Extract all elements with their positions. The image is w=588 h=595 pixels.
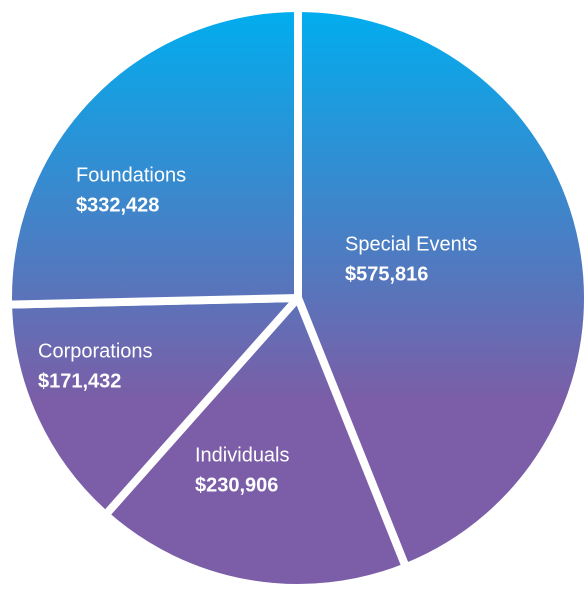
slice-value: $230,906: [195, 474, 278, 496]
slice-label: Corporations: [38, 340, 153, 362]
slice-label: Special Events: [345, 233, 477, 255]
slice-label: Individuals: [195, 444, 290, 466]
pie-slice: [101, 294, 410, 592]
slice-label: Foundations: [76, 164, 186, 186]
pie-slice: [294, 4, 588, 572]
slice-value: $575,816: [345, 263, 428, 285]
pie-slice: [4, 4, 302, 309]
slice-value: $332,428: [76, 194, 159, 216]
slice-value: $171,432: [38, 370, 121, 392]
pie-slice: [4, 294, 302, 519]
